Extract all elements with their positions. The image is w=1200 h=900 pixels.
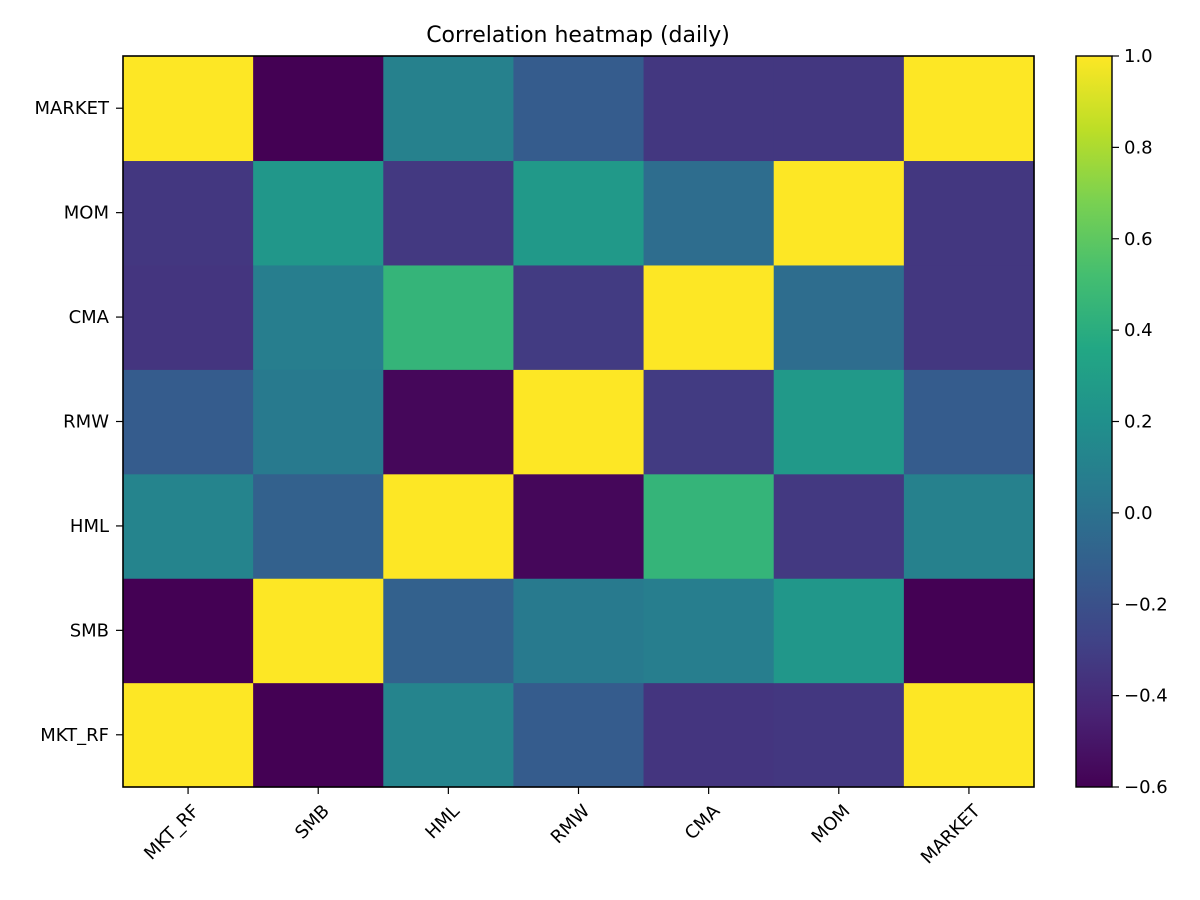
colorbar-gradient — [1075, 55, 1113, 788]
heatmap-cell — [903, 682, 1035, 788]
y-tick-label: RMW — [63, 412, 109, 433]
heatmap-cell — [643, 682, 775, 788]
heatmap-cell — [643, 369, 775, 475]
heatmap-cell — [253, 56, 384, 162]
heatmap-cell — [903, 264, 1035, 370]
colorbar-tick-label: −0.2 — [1124, 594, 1168, 615]
heatmap-cell — [773, 56, 905, 162]
heatmap-cell — [123, 369, 254, 475]
heatmap-cell — [383, 160, 515, 266]
heatmap-cell — [903, 369, 1035, 475]
heatmap-cell — [773, 369, 905, 475]
y-tick-label: MARKET — [34, 98, 110, 119]
heatmap-cell — [643, 264, 775, 370]
heatmap-cell — [903, 473, 1035, 579]
heatmap-cell — [643, 473, 775, 579]
heatmap-cell — [513, 578, 645, 684]
colorbar-tick-label: 0.8 — [1124, 137, 1153, 158]
heatmap-cell — [513, 369, 645, 475]
heatmap-cell — [253, 369, 384, 475]
heatmap-cell — [123, 473, 254, 579]
heatmap-cell — [253, 578, 384, 684]
heatmap-cell — [383, 369, 515, 475]
heatmap-cell — [253, 473, 384, 579]
y-tick-label: MKT_RF — [40, 725, 109, 746]
x-tick-label: HML — [421, 801, 463, 843]
colorbar-tick-label: 1.0 — [1124, 46, 1153, 67]
heatmap-cell — [123, 578, 254, 684]
heatmap-cell — [253, 264, 384, 370]
heatmap-cell — [383, 682, 515, 788]
heatmap-cell — [903, 160, 1035, 266]
heatmap-cell — [773, 160, 905, 266]
heatmap-cell — [123, 682, 254, 788]
heatmap-cell — [123, 160, 254, 266]
colorbar-tick-label: 0.4 — [1124, 320, 1153, 341]
colorbar-tick-label: −0.6 — [1124, 777, 1168, 798]
chart-title: Correlation heatmap (daily) — [426, 23, 730, 48]
heatmap-cells — [123, 56, 1035, 788]
y-tick-label: MOM — [64, 203, 109, 224]
x-tick-label: MARKET — [917, 800, 985, 868]
heatmap-cell — [513, 473, 645, 579]
heatmap-cell — [383, 473, 515, 579]
heatmap-cell — [513, 682, 645, 788]
heatmap-cell — [773, 473, 905, 579]
heatmap-cell — [773, 682, 905, 788]
y-tick-label: SMB — [70, 620, 109, 641]
heatmap-cell — [643, 578, 775, 684]
heatmap-cell — [903, 56, 1035, 162]
colorbar-tick-label: 0.6 — [1124, 229, 1153, 250]
colorbar-tick-label: 0.2 — [1124, 412, 1153, 433]
heatmap-cell — [383, 264, 515, 370]
heatmap-cell — [123, 56, 254, 162]
heatmap-cell — [513, 160, 645, 266]
x-tick-label: SMB — [291, 801, 334, 844]
y-tick-label: HML — [70, 516, 109, 537]
x-tick-label: CMA — [681, 800, 725, 844]
y-tick-label: CMA — [69, 307, 110, 328]
heatmap-cell — [253, 682, 384, 788]
heatmap-cell — [253, 160, 384, 266]
heatmap-cell — [903, 578, 1035, 684]
colorbar-tick-label: −0.4 — [1124, 686, 1168, 707]
heatmap-cell — [383, 56, 515, 162]
heatmap-cell — [513, 56, 645, 162]
x-tick-label: MKT_RF — [140, 801, 203, 864]
x-tick-label: RMW — [547, 801, 594, 848]
heatmap-cell — [513, 264, 645, 370]
colorbar-tick-label: 0.0 — [1124, 503, 1153, 524]
x-axis: MKT_RF SMB HML RMW CMA MOM MARKET — [140, 787, 985, 868]
colorbar: 1.0 0.8 0.6 0.4 0.2 0.0 −0.2 −0.4 −0.6 — [1075, 46, 1168, 798]
y-axis: MKT_RF SMB HML RMW CMA MOM MARKET — [34, 98, 123, 746]
heatmap-cell — [383, 578, 515, 684]
heatmap-cell — [773, 264, 905, 370]
x-tick-label: MOM — [808, 801, 855, 848]
heatmap-cell — [643, 160, 775, 266]
heatmap-cell — [643, 56, 775, 162]
heatmap-cell — [123, 264, 254, 370]
heatmap-cell — [773, 578, 905, 684]
